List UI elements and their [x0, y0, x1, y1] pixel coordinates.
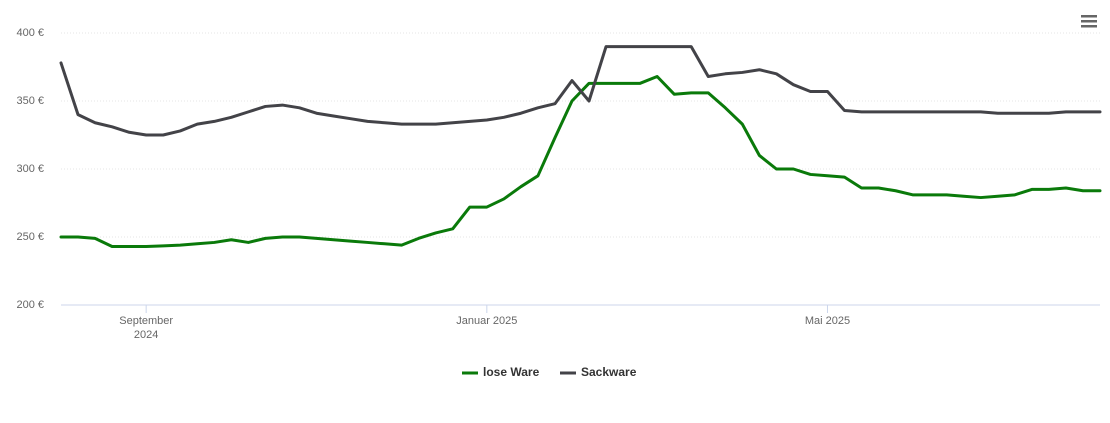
menu-icon[interactable]: [1081, 15, 1097, 28]
menu-bar: [1081, 20, 1097, 23]
menu-bar: [1081, 25, 1097, 28]
y-tick-label: 350 €: [16, 95, 44, 107]
menu-bar: [1081, 15, 1097, 18]
legend-label[interactable]: lose Ware: [483, 365, 540, 379]
legend-label[interactable]: Sackware: [581, 365, 637, 379]
series-line: [59, 75, 1102, 249]
y-tick-label: 400 €: [16, 27, 44, 39]
y-tick-label: 200 €: [16, 299, 44, 311]
x-tick-label: September 2024: [119, 315, 174, 341]
x-tick-label: Januar 2025: [456, 315, 518, 327]
series-line: [59, 45, 1102, 137]
x-tick-label: Mai 2025: [804, 315, 851, 327]
y-tick-label: 300 €: [16, 163, 44, 175]
y-tick-label: 250 €: [16, 231, 44, 243]
